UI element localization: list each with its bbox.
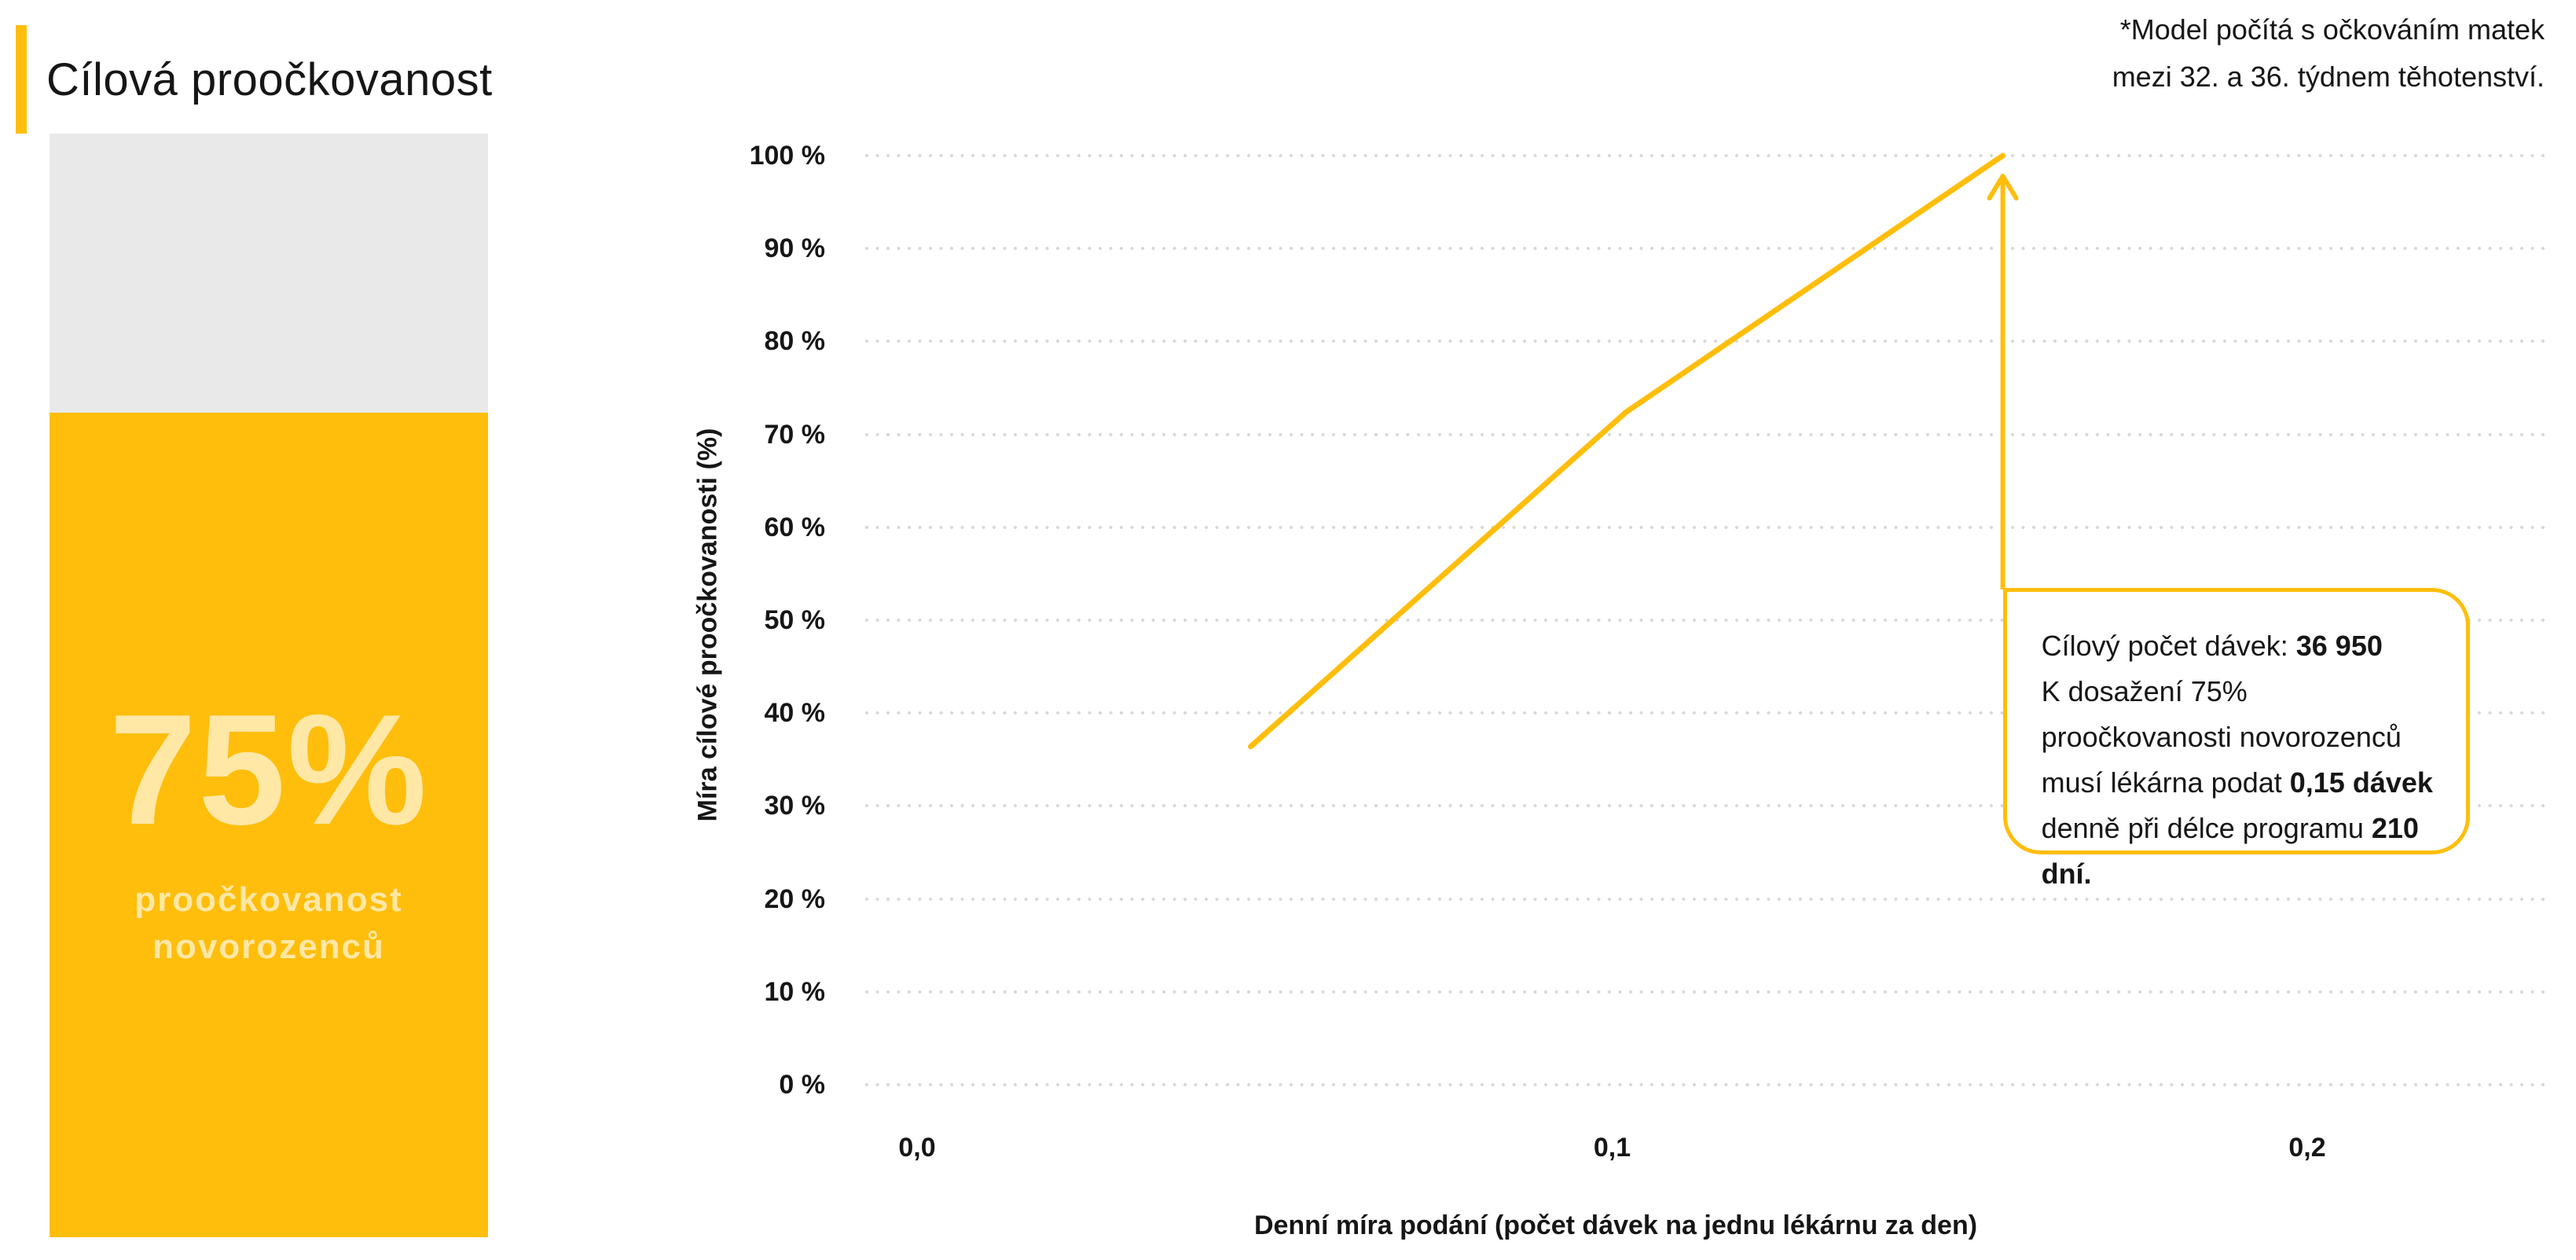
callout-title-value: 36 950 — [2295, 630, 2383, 662]
callout-title-line: Cílový počet dávek: 36 950 — [2042, 623, 2438, 669]
kpi-panel-empty-segment — [50, 134, 488, 413]
kpi-panel: 75% proočkovanost novorozenců — [50, 134, 488, 1237]
callout-body: K dosažení 75% proočkovanosti novorozenc… — [2042, 669, 2438, 897]
kpi-label-line2: novorozenců — [152, 928, 385, 966]
gridline-0 — [865, 1083, 2550, 1086]
callout-body-bold1: 0,15 dávek — [2289, 766, 2433, 799]
coverage-line-series — [1248, 152, 2006, 750]
y-tick-label-100: 100 % — [749, 141, 825, 171]
gridline-70 — [865, 432, 2550, 436]
page-title: Cílová proočkovanost — [46, 53, 493, 105]
header: Cílová proočkovanost — [16, 25, 493, 134]
gridline-80 — [865, 340, 2550, 343]
annotation-arrow-head-icon — [1987, 174, 2019, 201]
y-tick-label-50: 50 % — [764, 605, 826, 635]
kpi-label: proočkovanost novorozenců — [50, 876, 488, 971]
gridline-10 — [865, 990, 2550, 994]
callout-body-seg2: denně při délce programu — [2041, 812, 2372, 844]
callout-title-label: Cílový počet dávek: — [2041, 630, 2296, 662]
annotation-callout: Cílový počet dávek: 36 950 K dosažení 75… — [2002, 588, 2470, 890]
gridline-20 — [865, 897, 2550, 901]
x-tick-label-0,2: 0,2 — [2288, 1133, 2326, 1163]
y-tick-label-10: 10 % — [764, 976, 826, 1007]
y-tick-label-60: 60 % — [764, 512, 826, 542]
y-tick-label-70: 70 % — [764, 419, 826, 450]
kpi-panel-filled-segment: 75% proočkovanost novorozenců — [50, 413, 488, 1237]
y-tick-label-80: 80 % — [764, 326, 826, 357]
y-tick-label-0: 0 % — [779, 1070, 825, 1100]
y-tick-label-30: 30 % — [764, 791, 826, 821]
x-tick-label-0,0: 0,0 — [898, 1133, 936, 1163]
callout-body-seg1: K dosažení 75% proočkovanosti novorozenc… — [2041, 675, 2402, 799]
footnote-line1: *Model počítá s očkováním matek — [2119, 13, 2545, 46]
footnote-line2: mezi 32. a 36. týdnem těhotenství. — [2112, 61, 2545, 93]
x-axis-title: Denní míra podání (počet dávek na jednu … — [1253, 1210, 1978, 1240]
kpi-value: 75% — [108, 682, 429, 858]
footnote: *Model počítá s očkováním matek mezi 32.… — [2112, 6, 2545, 101]
gridline-60 — [865, 525, 2550, 529]
gridline-90 — [865, 247, 2550, 251]
callout-body-bold2: 210 dní. — [2041, 812, 2419, 890]
kpi-label-line1: proočkovanost — [134, 880, 403, 919]
title-accent-bar — [16, 25, 27, 134]
gridline-30 — [865, 804, 2550, 808]
gridline-100 — [865, 154, 2550, 157]
y-tick-label-90: 90 % — [764, 233, 826, 264]
y-tick-label-20: 20 % — [764, 883, 826, 914]
x-tick-label-0,1: 0,1 — [1593, 1133, 1631, 1163]
y-tick-label-40: 40 % — [764, 698, 826, 729]
